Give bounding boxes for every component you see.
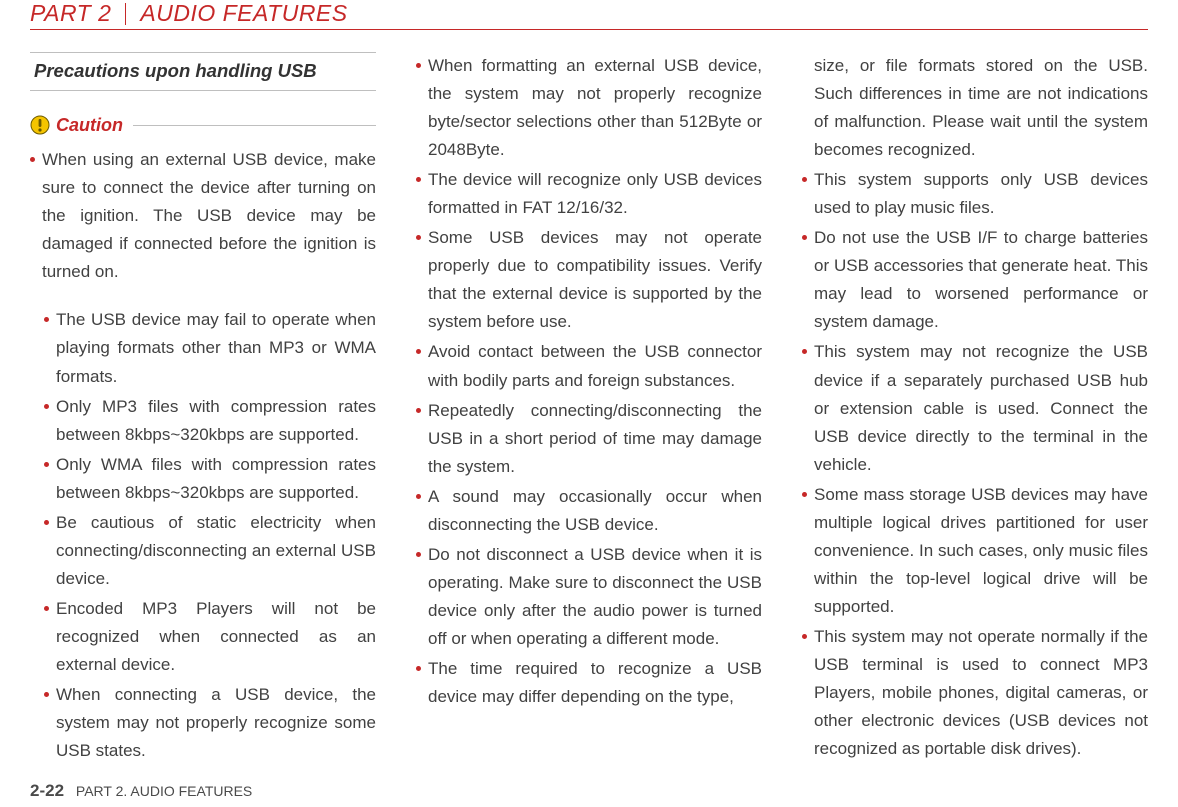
page-number: 2-22 — [30, 781, 64, 800]
bullet-text: The USB device may fail to operate when … — [56, 306, 376, 390]
list-item: When formatting an external USB device, … — [416, 52, 762, 164]
column-1: Precautions upon handling USB Caution Wh… — [30, 52, 376, 767]
bullet-text: Some mass storage USB devices may have m… — [814, 481, 1148, 621]
bullet-dot-icon — [44, 404, 49, 409]
page-header: PART 2 AUDIO FEATURES — [30, 0, 1148, 30]
header-divider — [125, 3, 126, 25]
list-item: When connecting a USB device, the system… — [44, 681, 376, 765]
bullet-text: Do not use the USB I/F to charge batteri… — [814, 224, 1148, 336]
bullet-text: Do not disconnect a USB device when it i… — [428, 541, 762, 653]
bullet-text: Encoded MP3 Players will not be recogniz… — [56, 595, 376, 679]
list-item: Encoded MP3 Players will not be recogniz… — [44, 595, 376, 679]
list-item: This system supports only USB devices us… — [802, 166, 1148, 222]
list-item-continuation: size, or file formats stored on the USB.… — [802, 52, 1148, 164]
col1-sublist: The USB device may fail to operate when … — [30, 306, 376, 765]
bullet-text: This system may not recognize the USB de… — [814, 338, 1148, 478]
caution-icon — [30, 115, 50, 135]
bullet-dot-icon — [30, 157, 35, 162]
list-item: This system may not operate normally if … — [802, 623, 1148, 763]
column-3: size, or file formats stored on the USB.… — [802, 52, 1148, 767]
bullet-dot-icon — [44, 317, 49, 322]
column-2: When formatting an external USB device, … — [416, 52, 762, 767]
list-item: Some USB devices may not operate properl… — [416, 224, 762, 336]
bullet-dot-icon — [44, 606, 49, 611]
footer-section: PART 2. AUDIO FEATURES — [76, 783, 252, 799]
bullet-dot-icon — [44, 520, 49, 525]
content-columns: Precautions upon handling USB Caution Wh… — [30, 52, 1148, 767]
bullet-dot-icon — [44, 692, 49, 697]
list-item: Only MP3 files with compression rates be… — [44, 393, 376, 449]
bullet-text: size, or file formats stored on the USB.… — [814, 52, 1148, 164]
list-item: The device will recognize only USB devic… — [416, 166, 762, 222]
header-title: AUDIO FEATURES — [140, 0, 347, 27]
bullet-dot-icon — [416, 666, 421, 671]
main-caution-bullet: When using an external USB device, make … — [30, 146, 376, 286]
bullet-dot-icon — [416, 63, 421, 68]
caution-heading: Caution — [30, 111, 376, 141]
bullet-dot-icon — [416, 177, 421, 182]
bullet-text: Only MP3 files with compression rates be… — [56, 393, 376, 449]
bullet-dot-icon — [802, 177, 807, 182]
bullet-text: When connecting a USB device, the system… — [56, 681, 376, 765]
bullet-dot-icon — [416, 349, 421, 354]
bullet-text: Avoid contact between the USB connector … — [428, 338, 762, 394]
bullet-dot-icon — [802, 235, 807, 240]
bullet-dot-icon — [416, 552, 421, 557]
bullet-dot-icon — [802, 634, 807, 639]
bullet-dot-icon — [802, 492, 807, 497]
bullet-text: This system may not operate normally if … — [814, 623, 1148, 763]
bullet-text: Repeatedly connecting/disconnecting the … — [428, 397, 762, 481]
list-item: A sound may occasionally occur when disc… — [416, 483, 762, 539]
bullet-text: Be cautious of static electricity when c… — [56, 509, 376, 593]
header-part: PART 2 — [30, 0, 111, 27]
list-item: Only WMA files with compression rates be… — [44, 451, 376, 507]
bullet-text: When using an external USB device, make … — [42, 146, 376, 286]
page-footer: 2-22 PART 2. AUDIO FEATURES — [30, 781, 252, 801]
list-item: Do not use the USB I/F to charge batteri… — [802, 224, 1148, 336]
list-item: This system may not recognize the USB de… — [802, 338, 1148, 478]
bullet-dot-icon — [416, 408, 421, 413]
list-item: Do not disconnect a USB device when it i… — [416, 541, 762, 653]
list-item: The USB device may fail to operate when … — [44, 306, 376, 390]
bullet-text: When formatting an external USB device, … — [428, 52, 762, 164]
bullet-text: The device will recognize only USB devic… — [428, 166, 762, 222]
list-item: Be cautious of static electricity when c… — [44, 509, 376, 593]
bullet-text: Only WMA files with compression rates be… — [56, 451, 376, 507]
list-item: Repeatedly connecting/disconnecting the … — [416, 397, 762, 481]
bullet-text: Some USB devices may not operate properl… — [428, 224, 762, 336]
bullet-dot-icon — [416, 494, 421, 499]
list-item: Avoid contact between the USB connector … — [416, 338, 762, 394]
bullet-dot-icon — [44, 462, 49, 467]
bullet-dot-icon — [802, 349, 807, 354]
section-heading: Precautions upon handling USB — [30, 52, 376, 91]
list-item: The time required to recognize a USB dev… — [416, 655, 762, 711]
bullet-text: A sound may occasionally occur when disc… — [428, 483, 762, 539]
list-item: Some mass storage USB devices may have m… — [802, 481, 1148, 621]
bullet-text: The time required to recognize a USB dev… — [428, 655, 762, 711]
bullet-text: This system supports only USB devices us… — [814, 166, 1148, 222]
caution-label: Caution — [56, 111, 123, 141]
bullet-dot-icon — [416, 235, 421, 240]
caution-rule — [133, 125, 376, 126]
